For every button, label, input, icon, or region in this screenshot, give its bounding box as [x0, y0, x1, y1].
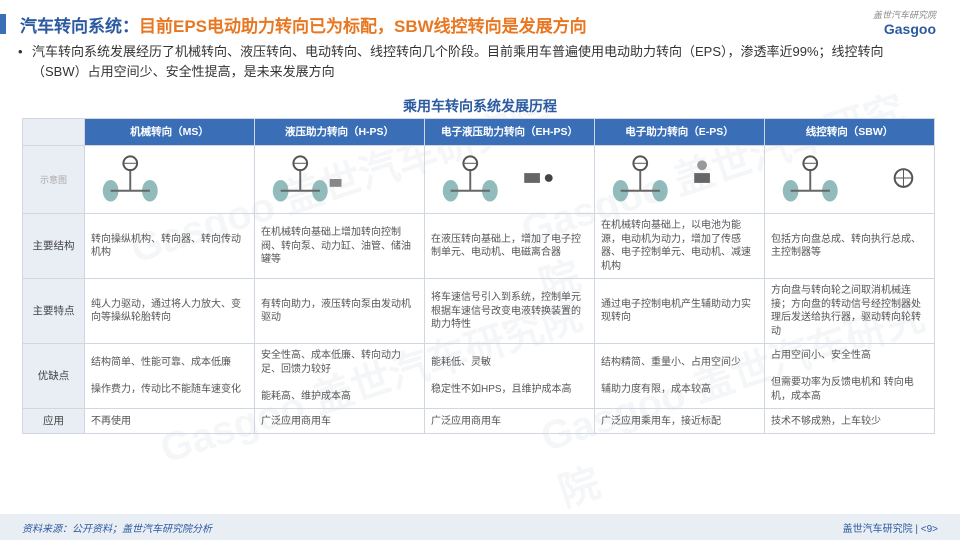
table-cell: 将车速信号引入到系统，控制单元根据车速信号改变电液转换装置的助力特性 — [425, 279, 595, 344]
table-cell: 有转向助力，液压转向泵由发动机驱动 — [255, 279, 425, 344]
table-cell: 广泛应用乘用车，接近标配 — [595, 409, 765, 434]
row-header: 主要结构 — [23, 214, 85, 279]
comparison-table: 机械转向（MS） 液压助力转向（H-PS） 电子液压助力转向（EH-PS） 电子… — [22, 118, 935, 434]
table-cell: 纯人力驱动，通过将人力放大、变向等操纵轮胎转向 — [85, 279, 255, 344]
table-cell: 技术不够成熟，上车较少 — [765, 409, 935, 434]
row-header: 主要特点 — [23, 279, 85, 344]
table-row: 示意图 — [23, 146, 935, 214]
col-header: 液压助力转向（H-PS） — [255, 119, 425, 146]
table-cell: 广泛应用商用车 — [425, 409, 595, 434]
logo-brand: Gasgoo — [873, 21, 936, 37]
table-cell: 能耗低、灵敏 稳定性不如HPS，且维护成本高 — [425, 344, 595, 409]
table-cell — [85, 146, 255, 214]
table-cell: 不再使用 — [85, 409, 255, 434]
row-header: 应用 — [23, 409, 85, 434]
table-cell — [765, 146, 935, 214]
footer-page: 盖世汽车研究院 | <9> — [843, 520, 938, 535]
col-header: 电子助力转向（E-PS） — [595, 119, 765, 146]
title-part-2: 目前EPS电动助力转向已为标配，SBW线控转向是发展方向 — [139, 17, 587, 36]
table-cell: 在液压转向基础上，增加了电子控制单元、电动机、电磁离合器 — [425, 214, 595, 279]
table-cell: 结构简单、性能可靠、成本低廉 操作费力，传动比不能随车速变化 — [85, 344, 255, 409]
table-cell: 方向盘与转向轮之间取消机械连接；方向盘的转动信号经控制器处理后发送给执行器，驱动… — [765, 279, 935, 344]
col-header: 机械转向（MS） — [85, 119, 255, 146]
table-cell — [255, 146, 425, 214]
table-cell: 结构精简、重量小、占用空间少 辅助力度有限，成本较高 — [595, 344, 765, 409]
table-cell — [425, 146, 595, 214]
table-cell: 占用空间小、安全性高 但需要功率为反馈电机和 转向电机，成本高 — [765, 344, 935, 409]
table-row: 主要特点纯人力驱动，通过将人力放大、变向等操纵轮胎转向有转向助力，液压转向泵由发… — [23, 279, 935, 344]
col-header: 电子液压助力转向（EH-PS） — [425, 119, 595, 146]
table-cell: 广泛应用商用车 — [255, 409, 425, 434]
table-cell: 包括方向盘总成、转向执行总成、主控制器等 — [765, 214, 935, 279]
page-title: 汽车转向系统：目前EPS电动助力转向已为标配，SBW线控转向是发展方向 — [20, 12, 587, 37]
logo-sub: 盖世汽车研究院 — [873, 8, 936, 21]
table-cell: 在机械转向基础上，以电池为能源，电动机为动力，增加了传感器、电子控制单元、电动机… — [595, 214, 765, 279]
table-header-row: 机械转向（MS） 液压助力转向（H-PS） 电子液压助力转向（EH-PS） 电子… — [23, 119, 935, 146]
table-row: 主要结构转向操纵机构、转向器、转向传动机构在机械转向基础上增加转向控制阀、转向泵… — [23, 214, 935, 279]
table-cell: 转向操纵机构、转向器、转向传动机构 — [85, 214, 255, 279]
logo: 盖世汽车研究院 Gasgoo — [873, 8, 936, 37]
table-cell: 安全性高、成本低廉、转向动力足、回馈力较好 能耗高、维护成本高 — [255, 344, 425, 409]
table-cell — [595, 146, 765, 214]
table-cell: 在机械转向基础上增加转向控制阀、转向泵、动力缸、油管、储油罐等 — [255, 214, 425, 279]
table-row: 应用不再使用广泛应用商用车广泛应用商用车广泛应用乘用车，接近标配技术不够成熟，上… — [23, 409, 935, 434]
header-accent — [0, 14, 6, 34]
row-header: 优缺点 — [23, 344, 85, 409]
table-row: 优缺点结构简单、性能可靠、成本低廉 操作费力，传动比不能随车速变化安全性高、成本… — [23, 344, 935, 409]
title-part-1: 汽车转向系统： — [20, 17, 139, 36]
footer: 资料来源：公开资料；盖世汽车研究院分析 盖世汽车研究院 | <9> — [0, 514, 960, 540]
row-header: 示意图 — [23, 146, 85, 214]
intro-bullet: 汽车转向系统发展经历了机械转向、液压转向、电动转向、线控转向几个阶段。目前乘用车… — [32, 42, 932, 81]
col-header: 线控转向（SBW） — [765, 119, 935, 146]
table-cell: 通过电子控制电机产生辅助动力实现转向 — [595, 279, 765, 344]
footer-source: 资料来源：公开资料；盖世汽车研究院分析 — [22, 520, 212, 535]
table-title: 乘用车转向系统发展历程 — [0, 96, 960, 116]
